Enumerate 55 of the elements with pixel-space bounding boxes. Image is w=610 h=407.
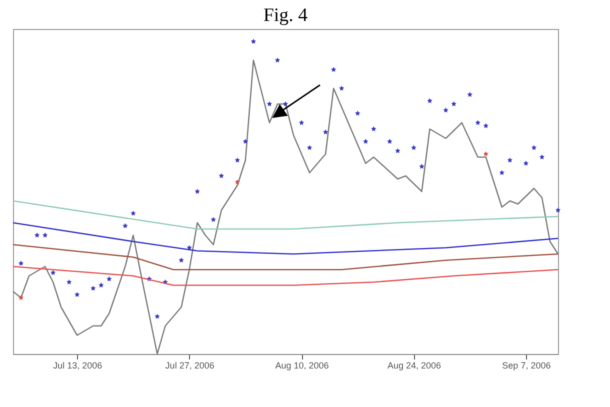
- point: [419, 164, 424, 169]
- point: [282, 101, 288, 106]
- point: [122, 223, 128, 228]
- point: [194, 188, 200, 194]
- point: [154, 314, 160, 319]
- point: [98, 282, 104, 288]
- point: [250, 38, 256, 44]
- point: [234, 158, 240, 162]
- point: [443, 108, 448, 112]
- x-tick-label: Sep 7, 2006: [502, 360, 551, 370]
- point: [274, 58, 280, 62]
- point: [50, 270, 56, 275]
- point: [42, 232, 48, 238]
- point: [66, 279, 72, 284]
- point: [363, 138, 368, 144]
- point: [483, 123, 488, 128]
- x-tick-label: Aug 10, 2006: [275, 360, 329, 370]
- point: [18, 260, 24, 266]
- point: [130, 210, 136, 216]
- point: [210, 216, 216, 222]
- point: [411, 145, 416, 150]
- point: [531, 145, 537, 150]
- point: [451, 101, 456, 106]
- point: [395, 148, 400, 154]
- point: [330, 66, 336, 72]
- point: [475, 120, 480, 125]
- x-tick-label: Aug 24, 2006: [387, 360, 442, 370]
- point: [339, 86, 344, 91]
- point: [298, 120, 304, 125]
- point: [90, 286, 96, 291]
- point: [467, 92, 472, 97]
- point: [523, 160, 529, 166]
- point: [34, 232, 40, 238]
- point: [483, 151, 488, 156]
- point: [234, 179, 240, 184]
- x-tick-label: Jul 27, 2006: [165, 360, 214, 370]
- point: [106, 276, 112, 282]
- point: [427, 98, 432, 104]
- point: [555, 208, 561, 212]
- point: [371, 126, 376, 132]
- point: [322, 129, 328, 134]
- point: [74, 292, 80, 297]
- point: [18, 295, 24, 300]
- point: [218, 173, 224, 178]
- point: [355, 110, 360, 116]
- point: [387, 138, 392, 144]
- chart-title: Fig. 4: [263, 5, 308, 26]
- point: [306, 145, 312, 150]
- point: [507, 158, 513, 162]
- point: [539, 154, 545, 160]
- point: [499, 170, 504, 175]
- x-tick-label: Jul 13, 2006: [53, 360, 102, 370]
- point: [242, 138, 248, 144]
- point: [266, 101, 272, 106]
- point: [178, 258, 184, 262]
